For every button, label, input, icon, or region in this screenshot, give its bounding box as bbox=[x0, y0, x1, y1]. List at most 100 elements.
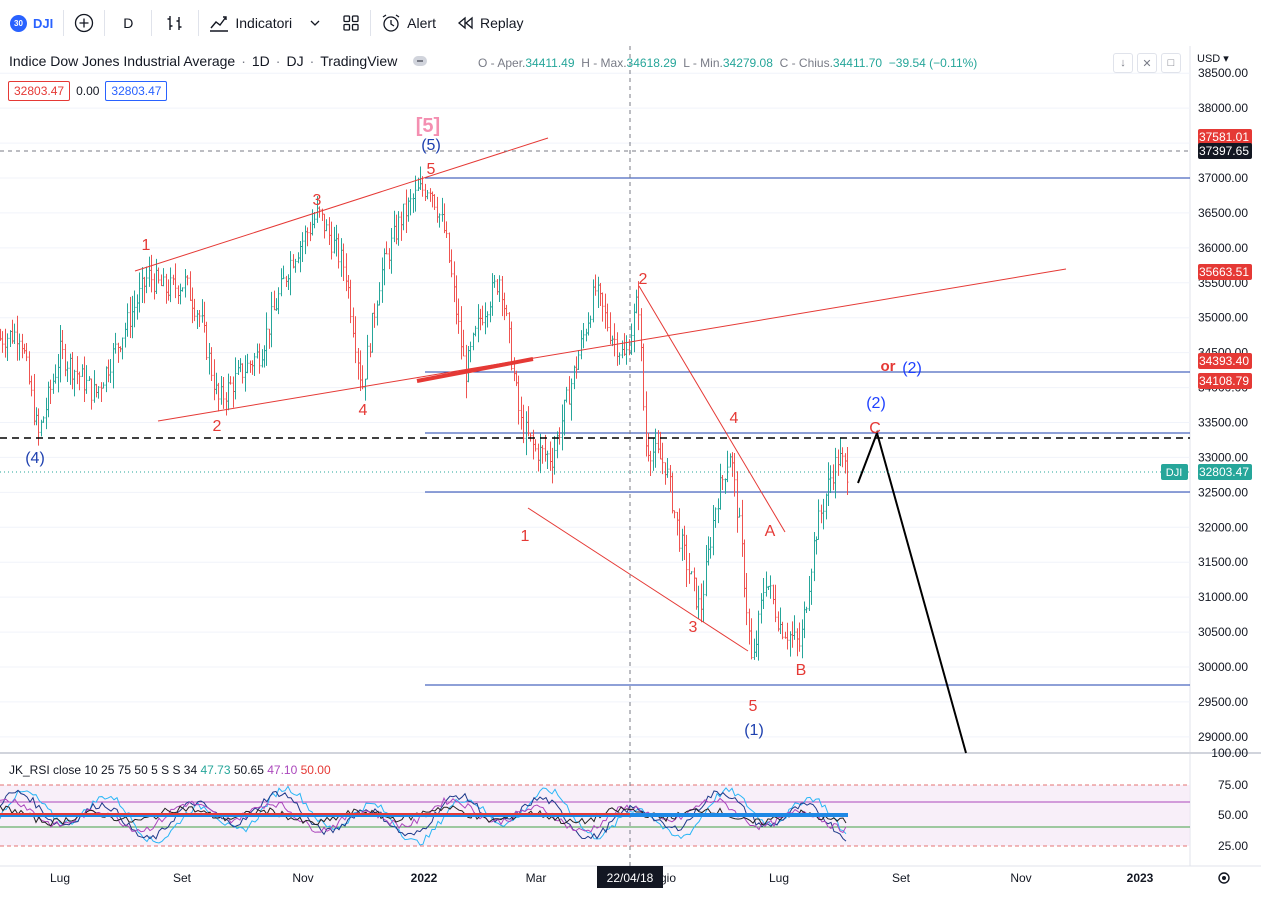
rsi-axis-label: 100.00 bbox=[1211, 746, 1248, 760]
wave-label[interactable]: 4 bbox=[730, 410, 739, 427]
alert-label: Alert bbox=[407, 15, 436, 31]
last-price-label: 32803.47 bbox=[1199, 465, 1249, 479]
layout-button[interactable] bbox=[332, 0, 370, 46]
price-axis-label: 32000.00 bbox=[1198, 520, 1248, 534]
price-axis-label: 33500.00 bbox=[1198, 416, 1248, 430]
currency-selector[interactable]: USD ▾ bbox=[1197, 53, 1229, 65]
rsi-axis-label: 75.00 bbox=[1218, 778, 1248, 792]
wave-label[interactable]: 4 bbox=[359, 402, 368, 419]
chart-type-button[interactable] bbox=[152, 0, 198, 46]
wave-label[interactable]: or bbox=[881, 358, 896, 375]
price-tag bbox=[1198, 143, 1252, 159]
rsi-value-4: 50.00 bbox=[300, 763, 331, 777]
price-tag bbox=[1198, 264, 1252, 280]
open-value: 34411.49 bbox=[525, 56, 575, 70]
symbol-badge-icon: 30 bbox=[10, 14, 27, 32]
close-icon[interactable]: ✕ bbox=[1137, 53, 1157, 73]
wave-label[interactable]: (4) bbox=[25, 450, 45, 467]
time-axis-label: 2022 bbox=[411, 871, 438, 885]
price-axis-label: 31000.00 bbox=[1198, 590, 1248, 604]
wave-label[interactable]: [5] bbox=[416, 115, 440, 137]
wave-label[interactable]: 1 bbox=[521, 528, 530, 545]
time-axis-label: 2023 bbox=[1127, 871, 1154, 885]
wave-label[interactable]: 2 bbox=[213, 418, 222, 435]
symbol-selector[interactable]: 30 DJI bbox=[0, 0, 63, 46]
symbol-tag bbox=[1161, 464, 1188, 480]
wave-label[interactable]: (5) bbox=[421, 137, 441, 154]
chevron-down-icon bbox=[310, 20, 320, 26]
rsi-axis-label: 50.00 bbox=[1218, 808, 1248, 822]
price-axis-label: 29500.00 bbox=[1198, 695, 1248, 709]
rsi-axis-label: 25.00 bbox=[1218, 839, 1248, 853]
high-value: 34618.29 bbox=[626, 56, 677, 70]
price-axis-label: 38000.00 bbox=[1198, 101, 1248, 115]
wave-label[interactable]: (1) bbox=[744, 722, 764, 739]
bars-chart-icon bbox=[167, 16, 182, 30]
divider bbox=[198, 10, 200, 36]
wave-label[interactable]: 3 bbox=[689, 619, 698, 636]
indicators-label: Indicatori bbox=[235, 15, 293, 31]
interval-label: D bbox=[123, 15, 134, 31]
wave-label[interactable]: 2 bbox=[639, 271, 648, 288]
price-axis-label: 29000.00 bbox=[1198, 730, 1248, 744]
price-axis-label: 30000.00 bbox=[1198, 660, 1248, 674]
price-tag-label: 35663.51 bbox=[1199, 265, 1249, 279]
change-pct-value: (−0.11%) bbox=[929, 56, 978, 70]
chart-legend: Indice Dow Jones Industrial Average · 1D… bbox=[9, 53, 428, 69]
price-axis-label: 36000.00 bbox=[1198, 241, 1248, 255]
close-value: 34411.70 bbox=[832, 56, 883, 70]
rsi-legend: JK_RSI close 10 25 75 50 5 S S 34 47.73 … bbox=[9, 763, 331, 777]
value-zero: 0.00 bbox=[76, 84, 100, 98]
alarm-clock-icon bbox=[382, 14, 400, 32]
wave-label[interactable]: 5 bbox=[427, 161, 436, 178]
time-axis-label: Set bbox=[892, 871, 911, 885]
maximize-icon[interactable]: □ bbox=[1161, 53, 1181, 73]
wave-label[interactable]: 5 bbox=[749, 698, 758, 715]
price-tag-label: 37581.01 bbox=[1199, 130, 1249, 144]
legend-values-row: 32803.47 0.00 32803.47 bbox=[8, 81, 168, 101]
wave-label[interactable]: (2) bbox=[902, 360, 922, 377]
crosshair-date-label: 22/04/18 bbox=[607, 871, 654, 885]
price-axis-label: 38500.00 bbox=[1198, 66, 1248, 80]
wave-label[interactable]: (2) bbox=[866, 395, 886, 412]
wave-label[interactable]: A bbox=[765, 523, 776, 540]
market-status-icon[interactable] bbox=[413, 56, 428, 66]
replay-button[interactable]: Replay bbox=[446, 0, 534, 46]
wave-label[interactable]: C bbox=[869, 420, 881, 437]
price-tag-label: 34393.40 bbox=[1199, 354, 1249, 368]
price-axis-label: 30500.00 bbox=[1198, 625, 1248, 639]
interval-selector[interactable]: D bbox=[105, 0, 151, 46]
gear-icon[interactable] bbox=[1218, 872, 1230, 884]
compare-symbol-button[interactable] bbox=[64, 0, 104, 46]
symbol-tag-label: DJI bbox=[1166, 467, 1183, 479]
time-axis-label: Lug bbox=[50, 871, 70, 885]
wave-label[interactable]: 1 bbox=[142, 237, 151, 254]
rsi-params: close 10 25 75 50 5 S S 34 bbox=[53, 763, 198, 777]
indicators-button[interactable]: Indicatori bbox=[199, 0, 332, 46]
alert-button[interactable]: Alert bbox=[371, 0, 446, 46]
legend-source: TradingView bbox=[320, 53, 398, 69]
time-axis-label: Mar bbox=[526, 871, 547, 885]
time-axis-label: Lug bbox=[769, 871, 789, 885]
rsi-name: JK_RSI bbox=[9, 763, 50, 777]
price-axis-label: 37000.00 bbox=[1198, 171, 1248, 185]
wave-label[interactable]: B bbox=[796, 662, 807, 679]
rsi-value-2: 50.65 bbox=[233, 763, 264, 777]
replay-label: Replay bbox=[479, 15, 524, 31]
indicators-icon bbox=[210, 16, 229, 32]
replay-icon bbox=[457, 16, 473, 30]
time-axis-label: Nov bbox=[292, 871, 313, 885]
move-down-icon[interactable]: ↓ bbox=[1113, 53, 1133, 73]
value-box-blue: 32803.47 bbox=[105, 81, 168, 101]
rsi-line bbox=[0, 789, 847, 842]
divider bbox=[370, 10, 372, 36]
rsi-value-3: 47.10 bbox=[267, 763, 298, 777]
value-box-red: 32803.47 bbox=[8, 81, 71, 101]
wave-label[interactable]: 3 bbox=[313, 192, 322, 209]
time-axis-label: gio bbox=[660, 871, 676, 885]
time-axis-label: Nov bbox=[1010, 871, 1031, 885]
price-chart[interactable]: [5](5) 5 1 3 2 4 (4) 2 1 3 4 5 (1) A B C (2) or (2) 38500.… bbox=[0, 46, 1261, 902]
top-toolbar: 30 DJI D Indicatori Alert Replay bbox=[0, 0, 1261, 47]
price-axis-label: 33000.00 bbox=[1198, 450, 1248, 464]
grid-layout-icon bbox=[343, 15, 359, 31]
